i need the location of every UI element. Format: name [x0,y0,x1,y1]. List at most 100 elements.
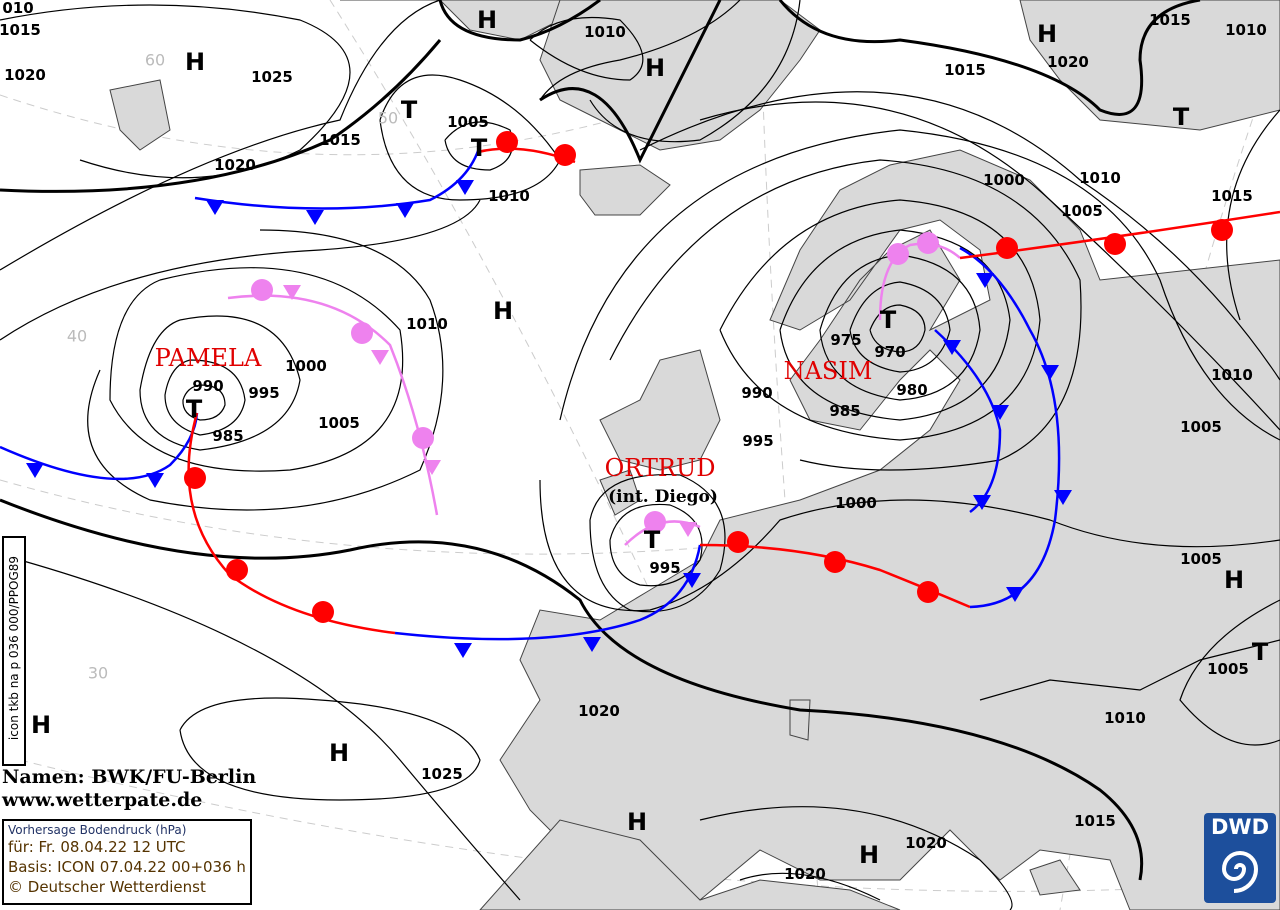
warm-front-semicircle [496,131,518,153]
isobar-label: 1020 [1047,53,1089,71]
cold-front-atlantic [394,544,702,641]
cold-front-triangle [146,473,164,488]
dwd-swirl-icon [1221,851,1259,893]
isobar-label: 1005 [1180,418,1222,436]
isobar-label: 1005 [1207,660,1249,678]
cold-front-pamela-west [0,412,199,481]
cold-front-triangle [26,463,44,478]
high-pressure-center: H [1224,566,1244,594]
high-pressure-center: H [477,6,497,34]
isobar-label: 1010 [1225,21,1267,39]
low-pressure-center: T [186,395,203,423]
cold-front-triangle [679,522,697,537]
cold-front-greenland [194,144,482,210]
isobar-label: 1010 [406,315,448,333]
warm-front-semicircle [917,581,939,603]
warm-front-semicircle [251,279,273,301]
isobar-label: 1020 [214,156,256,174]
system-name: (int. Diego) [608,487,718,507]
isobar-label: 995 [248,384,279,402]
warm-front-semicircle [727,531,749,553]
occlusion-nasim [878,242,961,321]
isobar-label: 1020 [4,66,46,84]
cold-front-triangle [371,350,389,365]
isobar-label: 1015 [1211,187,1253,205]
warm-front-semicircle [917,232,939,254]
isobar-label: 1010 [1211,366,1253,384]
cold-front-triangle [206,200,224,215]
system-name: ORTRUD [605,454,716,482]
warm-front-semicircle [184,467,206,489]
front-symbols [26,131,1233,658]
cold-front-triangle [943,340,961,355]
isobar-label: 980 [896,381,927,399]
isobar-label: 995 [742,432,773,450]
isobar-label: 1010 [1104,709,1146,727]
high-pressure-center: H [493,297,513,325]
low-pressure-center: T [471,134,488,162]
warm-front-semicircle [887,243,909,265]
cold-front-triangle [1006,587,1024,602]
cold-front-nasim-outer [959,246,1061,609]
copyright: © Deutscher Wetterdienst [8,878,206,896]
low-pressure-center: T [880,306,897,334]
warm-front-semicircle [644,511,666,533]
cold-front-triangle [583,637,601,652]
isobar-label: 1005 [1180,550,1222,568]
isobar-label: 1015 [1149,11,1191,29]
latitude-label: 40 [67,327,87,346]
isobar-label: 1015 [944,61,986,79]
isobar-label: 1015 [0,21,41,39]
isobar-label: 1020 [784,865,826,883]
map-labels: 1015 1020 1025 1020 1015 1005 1010 1010 1015 1020… [0,0,1269,883]
high-pressure-center: H [1037,20,1057,48]
isobar-label: 1020 [578,702,620,720]
high-pressure-center: H [627,808,647,836]
cold-front-triangle [1054,490,1072,505]
warm-front-pamela [187,412,396,635]
cold-front-triangle [973,495,991,510]
isobar-label: 990 [741,384,772,402]
isobar-label: 1000 [835,494,877,512]
warm-front-semicircle [996,237,1018,259]
run-id-text: icon tkb na p 036 000/PPOG89 [7,555,21,741]
isobar-label: 010 [2,0,33,17]
run-id-box: icon tkb na p 036 000/PPOG89 [2,536,26,766]
cold-front-nasim-inner [934,329,1002,514]
isobar-label: 985 [212,427,243,445]
isobar-label: 975 [830,331,861,349]
latitude-label: 30 [88,664,108,683]
isobar-label: 1010 [488,187,530,205]
high-pressure-center: H [329,739,349,767]
warm-front-semicircle [1104,233,1126,255]
latitude-label: 50 [378,109,398,128]
isobar-label: 1005 [318,414,360,432]
warm-front-semicircle [824,551,846,573]
low-pressure-center: T [1173,103,1190,131]
warm-front-semicircle [554,144,576,166]
cold-front-triangle [683,573,701,588]
low-pressure-center: T [644,526,661,554]
high-pressure-center: H [185,48,205,76]
isobar-label: 1005 [447,113,489,131]
warm-front-semicircle [226,559,248,581]
credits: Namen: BWK/FU-Berlin www.wetterpate.de [2,766,256,812]
cold-front-triangle [306,210,324,225]
high-pressure-center: H [31,711,51,739]
warm-front-semicircle [1211,219,1233,241]
chart-title: Vorhersage Bodendruck (hPa) [8,823,187,837]
isobar-label: 1000 [285,357,327,375]
cold-front-triangle [396,203,414,218]
dwd-logo: DWD [1204,813,1276,903]
warm-front-europe [699,543,971,609]
system-name: NASIM [784,357,873,385]
names-credit: Namen: BWK/FU-Berlin [2,766,257,788]
warm-front-semicircle [351,322,373,344]
high-pressure-center: H [645,54,665,82]
cold-front-triangle [1041,365,1059,380]
isobar-label: 1010 [1079,169,1121,187]
info-box: Vorhersage Bodendruck (hPa) für: Fr. 08.… [2,819,252,905]
high-pressure-center: H [859,841,879,869]
isobar-label: 1015 [1074,812,1116,830]
